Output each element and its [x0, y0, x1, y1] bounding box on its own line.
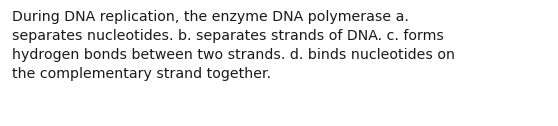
- Text: During DNA replication, the enzyme DNA polymerase a.
separates nucleotides. b. s: During DNA replication, the enzyme DNA p…: [12, 10, 455, 81]
